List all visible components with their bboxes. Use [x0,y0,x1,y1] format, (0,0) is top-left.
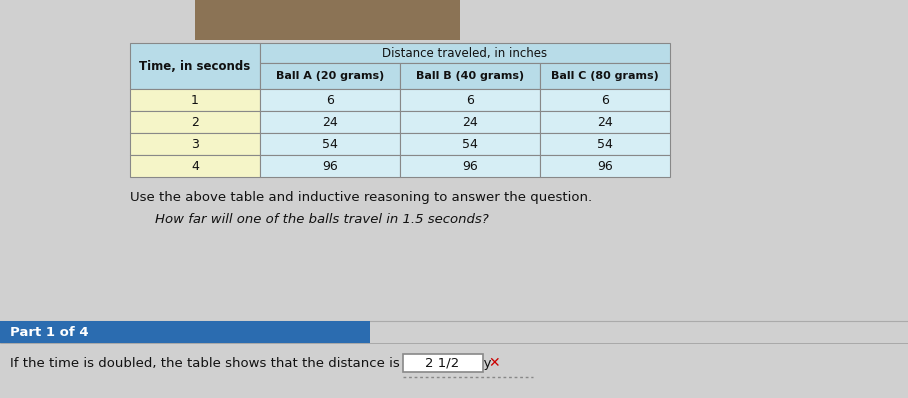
Text: 6: 6 [466,94,474,107]
Bar [130,133,260,155]
Bar [540,111,670,133]
Text: 1: 1 [191,94,199,107]
Text: 54: 54 [322,137,338,150]
Text: 54: 54 [597,137,613,150]
Text: Distance traveled, in inches: Distance traveled, in inches [382,47,548,59]
Text: 96: 96 [322,160,338,172]
Text: Part 1 of 4: Part 1 of 4 [10,326,89,339]
Bar [195,0,460,40]
Text: If the time is doubled, the table shows that the distance is multiplied by: If the time is doubled, the table shows … [10,357,491,369]
Bar [260,133,400,155]
Text: 2 1/2: 2 1/2 [425,357,459,369]
Bar [130,89,260,111]
Text: 24: 24 [322,115,338,129]
Bar [260,155,400,177]
Text: Ball B (40 grams): Ball B (40 grams) [416,71,524,81]
Bar [260,43,670,63]
Bar [400,133,540,155]
Bar [540,155,670,177]
Text: 96: 96 [462,160,478,172]
Bar [402,354,482,372]
Text: Use the above table and inductive reasoning to answer the question.: Use the above table and inductive reason… [130,191,592,204]
Text: 6: 6 [601,94,609,107]
Text: 24: 24 [462,115,478,129]
Bar [540,133,670,155]
Bar [260,111,400,133]
Text: 54: 54 [462,137,478,150]
Text: 3: 3 [191,137,199,150]
Bar [400,155,540,177]
Bar [260,89,400,111]
Bar [130,43,260,89]
Text: 6: 6 [326,94,334,107]
Text: Ball A (20 grams): Ball A (20 grams) [276,71,384,81]
Text: ✕: ✕ [489,356,500,370]
Text: 2: 2 [191,115,199,129]
Text: 24: 24 [597,115,613,129]
Bar [400,111,540,133]
Bar [0,321,370,343]
Bar [400,63,540,89]
Text: Ball C (80 grams): Ball C (80 grams) [551,71,659,81]
Bar [540,89,670,111]
Bar [260,63,400,89]
Text: How far will one of the balls travel in 1.5 seconds?: How far will one of the balls travel in … [155,213,489,226]
Text: 4: 4 [191,160,199,172]
Text: Time, in seconds: Time, in seconds [139,59,251,72]
Bar [130,111,260,133]
Text: 96: 96 [597,160,613,172]
Bar [130,155,260,177]
Bar [540,63,670,89]
Bar [400,89,540,111]
